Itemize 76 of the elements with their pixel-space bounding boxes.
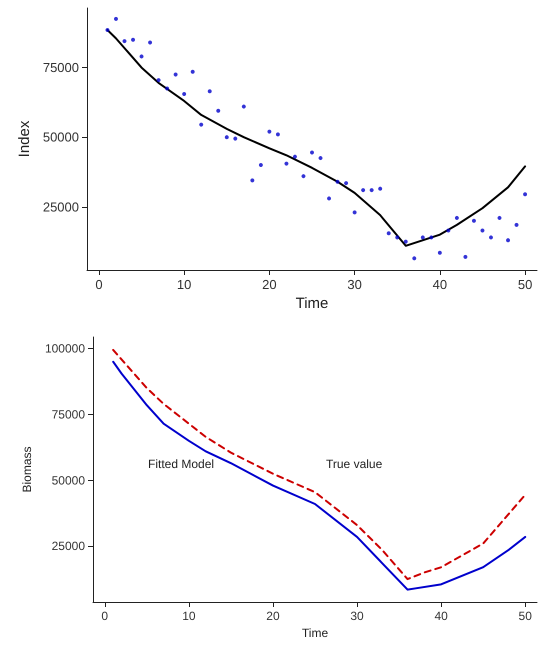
y-tick-label: 75000 — [52, 407, 86, 422]
point — [105, 28, 110, 32]
x-tick-label: 10 — [182, 609, 196, 623]
point — [258, 163, 263, 168]
point — [327, 196, 332, 200]
point — [438, 250, 442, 255]
point — [131, 38, 136, 42]
annotation: Fitted Model — [148, 457, 214, 471]
point — [506, 238, 510, 242]
point — [284, 162, 288, 166]
y-tick-label: 25000 — [42, 199, 79, 214]
point — [446, 228, 450, 232]
point — [395, 235, 400, 240]
point — [190, 70, 195, 74]
point — [352, 210, 357, 214]
y-tick-label: 50000 — [42, 130, 79, 145]
point — [267, 130, 272, 134]
point — [404, 240, 408, 244]
point — [208, 89, 212, 94]
point — [233, 136, 238, 141]
x-axis-title: Time — [296, 295, 328, 312]
y-tick-label: 50000 — [52, 473, 86, 488]
x-axis-title: Time — [302, 626, 328, 640]
x-tick-label: 40 — [434, 609, 448, 623]
point — [250, 178, 254, 182]
x-tick-label: 30 — [347, 277, 362, 292]
annotation: True value — [326, 457, 383, 471]
x-tick-label: 30 — [350, 609, 364, 623]
point — [463, 254, 468, 259]
y-tick-label: 75000 — [42, 60, 79, 76]
point — [310, 150, 314, 155]
point — [336, 180, 340, 184]
y-tick-label: 100000 — [44, 342, 86, 356]
x-tick-label: 20 — [262, 277, 277, 292]
point — [378, 186, 382, 191]
x-tick-label: 20 — [266, 609, 280, 623]
point — [420, 235, 425, 240]
point — [199, 122, 204, 127]
point — [386, 231, 391, 236]
point — [301, 174, 306, 178]
point — [523, 192, 528, 196]
point — [276, 132, 280, 136]
point — [242, 104, 246, 109]
line-series — [106, 28, 526, 247]
point — [344, 181, 348, 186]
point — [165, 86, 170, 90]
point — [472, 218, 476, 223]
point — [174, 72, 178, 77]
x-tick-label: 0 — [101, 609, 108, 623]
y-axis-title: Index — [16, 120, 33, 158]
x-tick-label: 40 — [432, 277, 448, 292]
point — [224, 135, 229, 140]
x-tick-label: 50 — [518, 277, 532, 292]
y-axis-title: Biomass — [20, 446, 34, 493]
point — [370, 188, 374, 192]
x-tick-label: 0 — [95, 277, 103, 292]
point — [498, 216, 502, 220]
point — [488, 235, 493, 240]
point — [140, 54, 144, 58]
point — [480, 228, 484, 232]
point — [122, 39, 126, 44]
point — [318, 156, 323, 160]
x-tick-label: 10 — [176, 277, 192, 292]
x-tick-label: 50 — [518, 609, 532, 623]
point — [148, 40, 152, 45]
point — [114, 16, 118, 21]
point — [412, 256, 416, 260]
point — [156, 78, 161, 82]
y-tick-label: 25000 — [52, 539, 86, 554]
point — [292, 154, 297, 159]
point — [454, 216, 459, 220]
point — [216, 108, 220, 113]
point — [361, 188, 366, 192]
point — [182, 92, 186, 96]
point — [514, 222, 519, 227]
point — [429, 235, 434, 240]
